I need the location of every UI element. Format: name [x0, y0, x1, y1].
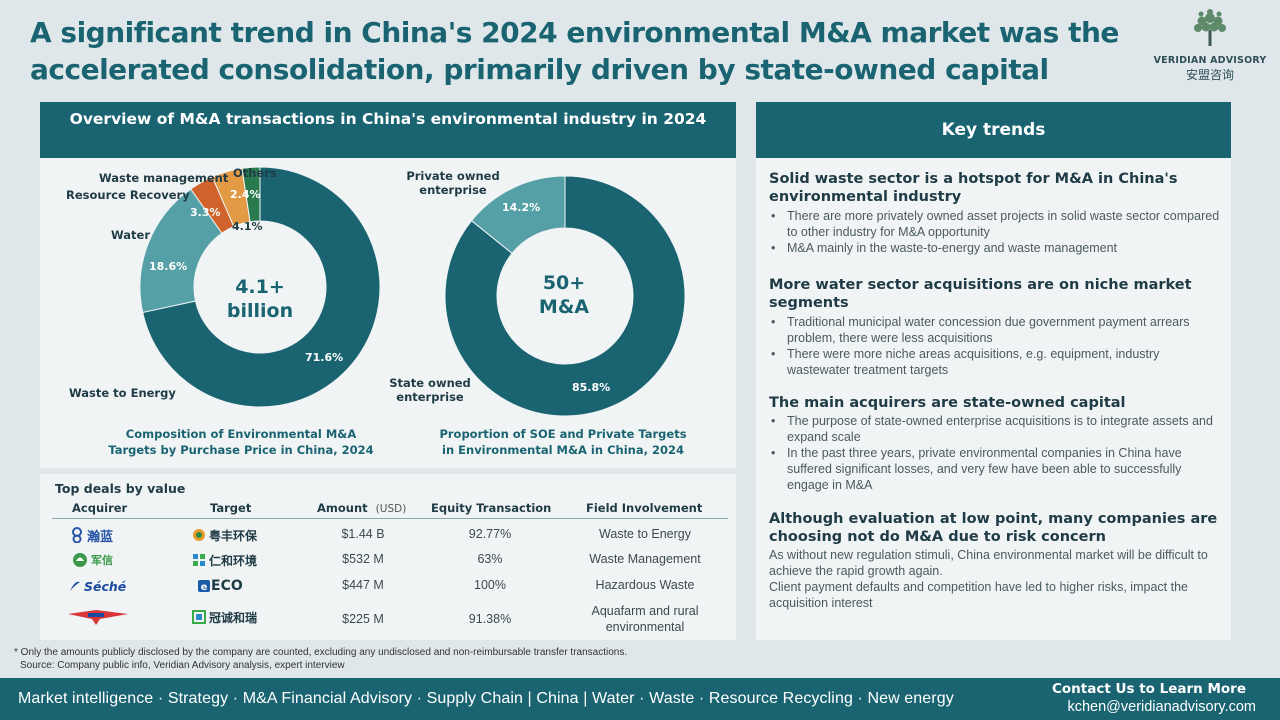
- header-equity: Equity Transaction: [431, 501, 552, 515]
- svg-text:e: e: [201, 582, 208, 593]
- label-water: Water: [111, 228, 151, 242]
- footer-bar: Market intelligence · Strategy · M&A Fin…: [0, 678, 1280, 720]
- pct-others: 2.4%: [230, 188, 261, 201]
- trend-3-title: The main acquirers are state-owned capit…: [769, 395, 1126, 411]
- target-logo: e ECO: [198, 576, 243, 596]
- chart2-donut: [444, 175, 686, 417]
- acquirer-logo: Séché: [68, 576, 126, 596]
- acquirer-mark-icon: [70, 581, 80, 591]
- acquirer-logo: 军信: [72, 550, 113, 570]
- deal-field: Aquafarm and rural environmental: [591, 604, 699, 634]
- deal-equity: 63%: [477, 552, 503, 566]
- acquirer-mark-icon: [72, 527, 82, 543]
- pct-private: 14.2%: [502, 201, 541, 214]
- table-row: Séché e ECO $447 M 100% Hazardous Waste: [40, 575, 736, 597]
- overview-header: Overview of M&A transactions in China's …: [40, 102, 736, 158]
- key-trends-panel: Key trends Solid waste sector is a hotsp…: [756, 102, 1231, 640]
- label-others: Others: [233, 166, 277, 180]
- deals-title: Top deals by value: [55, 481, 186, 496]
- table-row: 瀚蓝 粤丰环保 $1.44 B 92.77% Waste to Energy: [40, 524, 736, 546]
- company-logo: VERIDIAN ADVISORY 安盟咨询: [1150, 8, 1270, 83]
- donut-charts-svg: [139, 166, 686, 417]
- trend-1-title: Solid waste sector is a hotspot for M&A …: [769, 171, 1178, 205]
- header-amount: Amount (USD): [317, 501, 407, 515]
- label-private-enterprise: Private owned enterprise: [406, 169, 500, 197]
- list-item: M&A mainly in the waste-to-energy and wa…: [769, 240, 1224, 256]
- acquirer-logo: 瀚蓝: [70, 525, 113, 545]
- header-acquirer: Acquirer: [72, 501, 128, 515]
- list-item: There were more niche areas acquisitions…: [769, 346, 1224, 378]
- table-row: 军信 仁和环境 $532 M 63% Waste Management: [40, 549, 736, 571]
- tree-icon: [1194, 9, 1226, 46]
- pct-water: 18.6%: [149, 260, 188, 273]
- contact-email-link[interactable]: kchen@veridianadvisory.com: [1067, 699, 1256, 715]
- label-waste-management: Waste management: [99, 171, 229, 185]
- deal-field: Hazardous Waste: [595, 578, 695, 592]
- acquirer-mark-icon: [68, 610, 128, 625]
- brand-name-cn: 安盟咨询: [1185, 68, 1234, 82]
- footnote: * Only the amounts publicly disclosed by…: [14, 647, 628, 671]
- label-state-owned-enterprise: State owned enterprise: [389, 376, 471, 404]
- chart1-donut: [139, 166, 381, 408]
- list-item: The purpose of state-owned enterprise ac…: [769, 413, 1224, 445]
- pct-resource-recovery: 3.3%: [190, 206, 221, 219]
- list-item: Traditional municipal water concession d…: [769, 314, 1224, 346]
- target-mark-icon: [193, 554, 205, 566]
- top-deals-panel: Top deals by value Acquirer Target Amoun…: [40, 474, 736, 640]
- brand-name: VERIDIAN ADVISORY: [1153, 55, 1267, 66]
- target-logo: 仁和环境: [192, 550, 257, 570]
- deal-amount: $225 M: [342, 612, 384, 626]
- header-target: Target: [210, 501, 252, 515]
- trend-4-title: Although evaluation at low point, many c…: [769, 511, 1218, 545]
- trend-3-bullets: The purpose of state-owned enterprise ac…: [769, 413, 1224, 493]
- key-trends-header: Key trends: [756, 102, 1231, 158]
- target-logo: 冠诚和瑞: [192, 607, 257, 627]
- footer-services: Market intelligence · Strategy · M&A Fin…: [18, 690, 954, 707]
- deal-equity: 91.38%: [468, 612, 512, 626]
- list-item: In the past three years, private environ…: [769, 445, 1224, 493]
- deal-amount: $447 M: [342, 578, 384, 592]
- slice-waste-to-energy: [142, 166, 381, 408]
- label-resource-recovery: Resource Recovery: [66, 188, 190, 202]
- trend-4-text-1: As without new regulation stimuli, China…: [769, 548, 1208, 578]
- deal-field: Waste to Energy: [599, 527, 691, 541]
- deal-field: Waste Management: [589, 552, 701, 566]
- chart1-caption: Composition of Environmental M&A Targets…: [108, 427, 374, 457]
- deal-amount: $532 M: [342, 552, 384, 566]
- list-item: There are more privately owned asset pro…: [769, 208, 1224, 240]
- overview-panel: Overview of M&A transactions in China's …: [40, 102, 736, 468]
- table-row: 冠诚和瑞 $225 M 91.38% Aquafarm and rural en…: [40, 602, 736, 636]
- label-waste-to-energy: Waste to Energy: [69, 386, 176, 400]
- deal-amount: $1.44 B: [341, 527, 385, 541]
- target-mark-icon: [192, 610, 206, 624]
- trend-2-title: More water sector acquisitions are on ni…: [769, 277, 1192, 311]
- slice-private-owned-enterprise: [470, 175, 566, 255]
- header-divider: [52, 518, 728, 519]
- deal-equity: 92.77%: [468, 527, 512, 541]
- acquirer-mark-icon: [73, 553, 87, 567]
- pct-waste-management: 4.1%: [232, 220, 263, 233]
- page-title: A significant trend in China's 2024 envi…: [30, 16, 1119, 86]
- slice-state-owned-enterprise: [444, 175, 686, 417]
- target-mark-icon: [193, 529, 205, 541]
- target-mark-icon: e: [198, 580, 210, 593]
- chart1-center-text: 4.1+ billion: [226, 276, 294, 322]
- deal-equity: 100%: [474, 578, 506, 592]
- slice-others: [241, 166, 261, 223]
- target-logo: 粤丰环保: [192, 525, 257, 545]
- pct-waste-to-energy: 71.6%: [305, 351, 344, 364]
- chart2-center-text: 50+ M&A: [538, 272, 590, 318]
- chart2-caption: Proportion of SOE and Private Targets in…: [439, 427, 687, 457]
- contact-cta[interactable]: Contact Us to Learn More: [1052, 681, 1246, 697]
- acquirer-logo: [66, 607, 130, 627]
- header-field: Field Involvement: [586, 501, 703, 515]
- trend-1-bullets: There are more privately owned asset pro…: [769, 208, 1224, 256]
- trend-2-bullets: Traditional municipal water concession d…: [769, 314, 1224, 378]
- pct-soe: 85.8%: [572, 381, 611, 394]
- trend-4-text-2: Client payment defaults and competition …: [769, 580, 1188, 610]
